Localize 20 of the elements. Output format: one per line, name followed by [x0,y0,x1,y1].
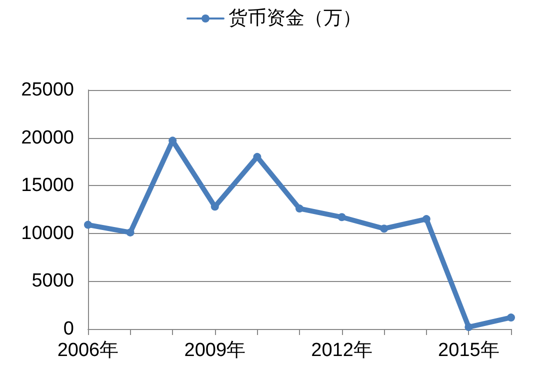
point [126,228,134,236]
point [253,152,262,161]
y-tick-label: 15000 [21,175,74,196]
y-tick-label: 5000 [32,270,74,292]
y-tick-label: 20000 [21,127,74,148]
x-tick-label: 2006年 [57,340,119,361]
y-tick-label: 0 [63,318,74,340]
point [296,204,304,213]
point [84,220,92,229]
x-tick-label: 2012年 [311,340,372,361]
legend-label: 货币资金（万） [228,8,362,29]
x-tick-label: 2015年 [438,340,500,361]
point [464,323,473,332]
point [380,224,388,233]
point [422,215,430,224]
y-tick-label: 25000 [21,80,74,100]
y-tick-label: 10000 [21,222,74,244]
point [338,213,346,222]
x-tick-label: 2009年 [184,340,246,361]
point [507,314,515,322]
